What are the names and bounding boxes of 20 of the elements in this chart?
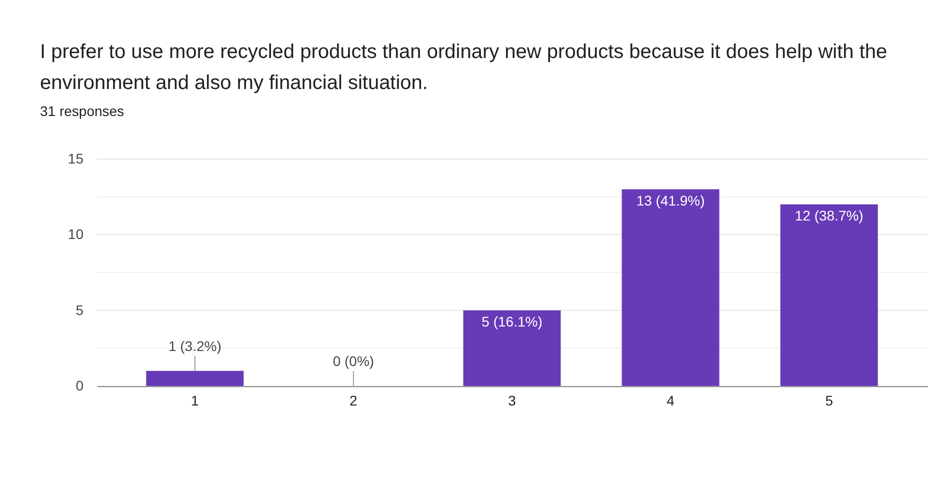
y-tick-label: 15: [68, 150, 84, 166]
data-label: 13 (41.9%): [636, 192, 705, 208]
x-tick-label: 4: [666, 392, 675, 408]
y-tick-label: 5: [76, 302, 84, 318]
bar: [463, 310, 561, 386]
bar: [622, 189, 720, 386]
x-tick-label: 5: [825, 392, 834, 408]
chart-subtitle: 31 responses: [40, 103, 124, 119]
x-tick-label: 2: [350, 392, 358, 408]
x-tick-label: 3: [508, 392, 516, 408]
x-tick-label: 1: [191, 392, 200, 408]
bar: [780, 204, 878, 386]
y-tick-label: 0: [76, 378, 84, 394]
bar: [146, 370, 244, 386]
data-label: 5 (16.1%): [482, 313, 542, 330]
chart-title: I prefer to use more recycled products than ordinary new products because it does help with the environment and also my financial situation.: [40, 41, 888, 94]
data-label: 0 (0%): [332, 353, 374, 369]
y-tick-label: 10: [68, 226, 84, 242]
data-label: 1 (3.2%): [168, 338, 222, 354]
data-label: 12 (38.7%): [794, 207, 864, 224]
